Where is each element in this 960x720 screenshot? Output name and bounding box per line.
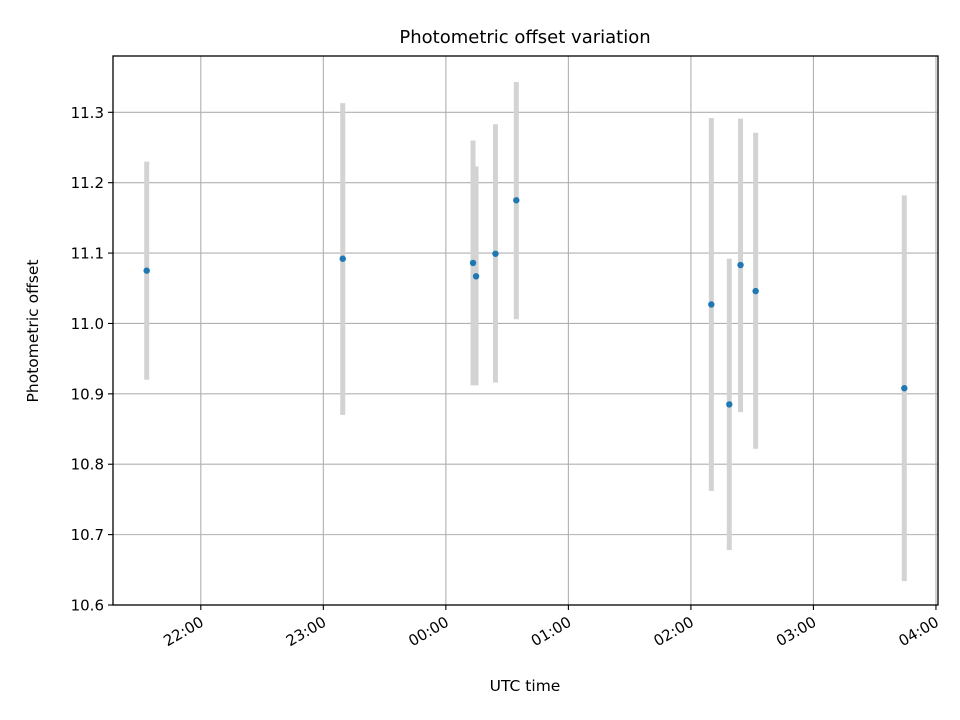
data-point bbox=[901, 385, 908, 392]
y-tick-label: 10.9 bbox=[71, 385, 104, 403]
y-tick-label: 10.6 bbox=[71, 597, 104, 615]
data-point bbox=[737, 261, 744, 269]
y-tick-label: 10.7 bbox=[71, 526, 104, 544]
data-point bbox=[472, 273, 480, 280]
x-axis-title: UTC time bbox=[490, 677, 561, 695]
plot-frame bbox=[112, 55, 939, 606]
data-point bbox=[726, 401, 733, 408]
data-point bbox=[469, 259, 477, 267]
data-point bbox=[492, 250, 499, 257]
data-point bbox=[339, 255, 346, 262]
data-point bbox=[513, 197, 520, 204]
y-tick-label: 11.3 bbox=[71, 104, 104, 122]
y-tick-label: 11.2 bbox=[71, 174, 104, 192]
grid-layer bbox=[113, 56, 938, 606]
data-point bbox=[752, 287, 759, 295]
y-tick-label: 11.1 bbox=[71, 245, 104, 263]
point-layer bbox=[143, 197, 908, 408]
chart-title: Photometric offset variation bbox=[399, 27, 650, 48]
y-tick-label: 10.8 bbox=[71, 456, 104, 474]
y-axis-title: Photometric offset bbox=[24, 260, 42, 403]
data-point bbox=[143, 267, 150, 274]
y-tick-label: 11.0 bbox=[71, 315, 104, 333]
data-point bbox=[708, 301, 715, 308]
